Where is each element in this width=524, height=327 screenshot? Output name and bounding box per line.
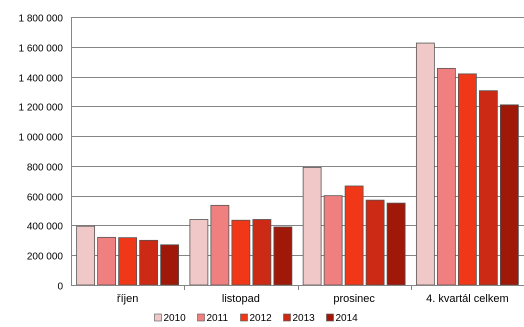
bar	[160, 244, 180, 286]
legend-label: 2014	[336, 313, 359, 324]
bar	[273, 226, 293, 286]
legend: 2010 2011 2012 2013 2014	[154, 313, 359, 324]
bar	[231, 219, 251, 286]
y-tick-label: 200 000	[27, 252, 64, 263]
x-tick-label: prosinec	[333, 293, 375, 305]
legend-label: 2012	[250, 313, 273, 324]
bar	[252, 219, 272, 286]
legend-label: 2011	[207, 313, 229, 324]
y-tick-label: 400 000	[27, 222, 64, 233]
y-tick-label: 800 000	[27, 163, 64, 174]
y-axis: 0 200 000 400 000 600 000 800 000 1 000 000 1 …	[19, 14, 72, 293]
legend-swatch	[283, 313, 291, 322]
gridlines	[71, 17, 524, 286]
x-tick-label: říjen	[117, 293, 138, 305]
bar	[436, 67, 456, 286]
y-tick-label: 600 000	[27, 193, 64, 204]
legend-swatch	[240, 313, 248, 322]
legend-swatch	[326, 313, 334, 322]
legend-label: 2010	[164, 313, 187, 324]
bar	[97, 236, 117, 286]
x-tick-label: listopad	[222, 293, 260, 305]
legend-label: 2013	[293, 313, 316, 324]
y-tick-label: 1 000 000	[19, 133, 64, 144]
legend-swatch	[154, 313, 162, 322]
bar	[189, 219, 209, 286]
bar	[344, 185, 364, 286]
y-tick-label: 0	[57, 282, 63, 293]
legend-swatch	[197, 313, 205, 322]
bar	[323, 195, 343, 286]
bars	[76, 42, 519, 286]
bar	[499, 104, 519, 286]
bar	[365, 199, 385, 286]
bar	[118, 237, 138, 286]
bar	[302, 166, 322, 286]
bar	[386, 202, 406, 286]
bar	[478, 90, 498, 286]
y-tick-label: 1 400 000	[19, 74, 64, 85]
x-tick-label: 4. kvartál celkem	[426, 293, 509, 305]
bar	[76, 225, 96, 286]
x-axis: říjen listopad prosinec 4. kvartál celkem	[71, 285, 524, 305]
y-tick-label: 1 200 000	[19, 103, 64, 114]
bar	[139, 239, 159, 286]
y-tick-label: 1 800 000	[19, 14, 64, 25]
bar	[457, 73, 477, 286]
y-tick-label: 1 600 000	[19, 44, 64, 55]
bar	[415, 42, 435, 286]
bar	[210, 204, 230, 286]
